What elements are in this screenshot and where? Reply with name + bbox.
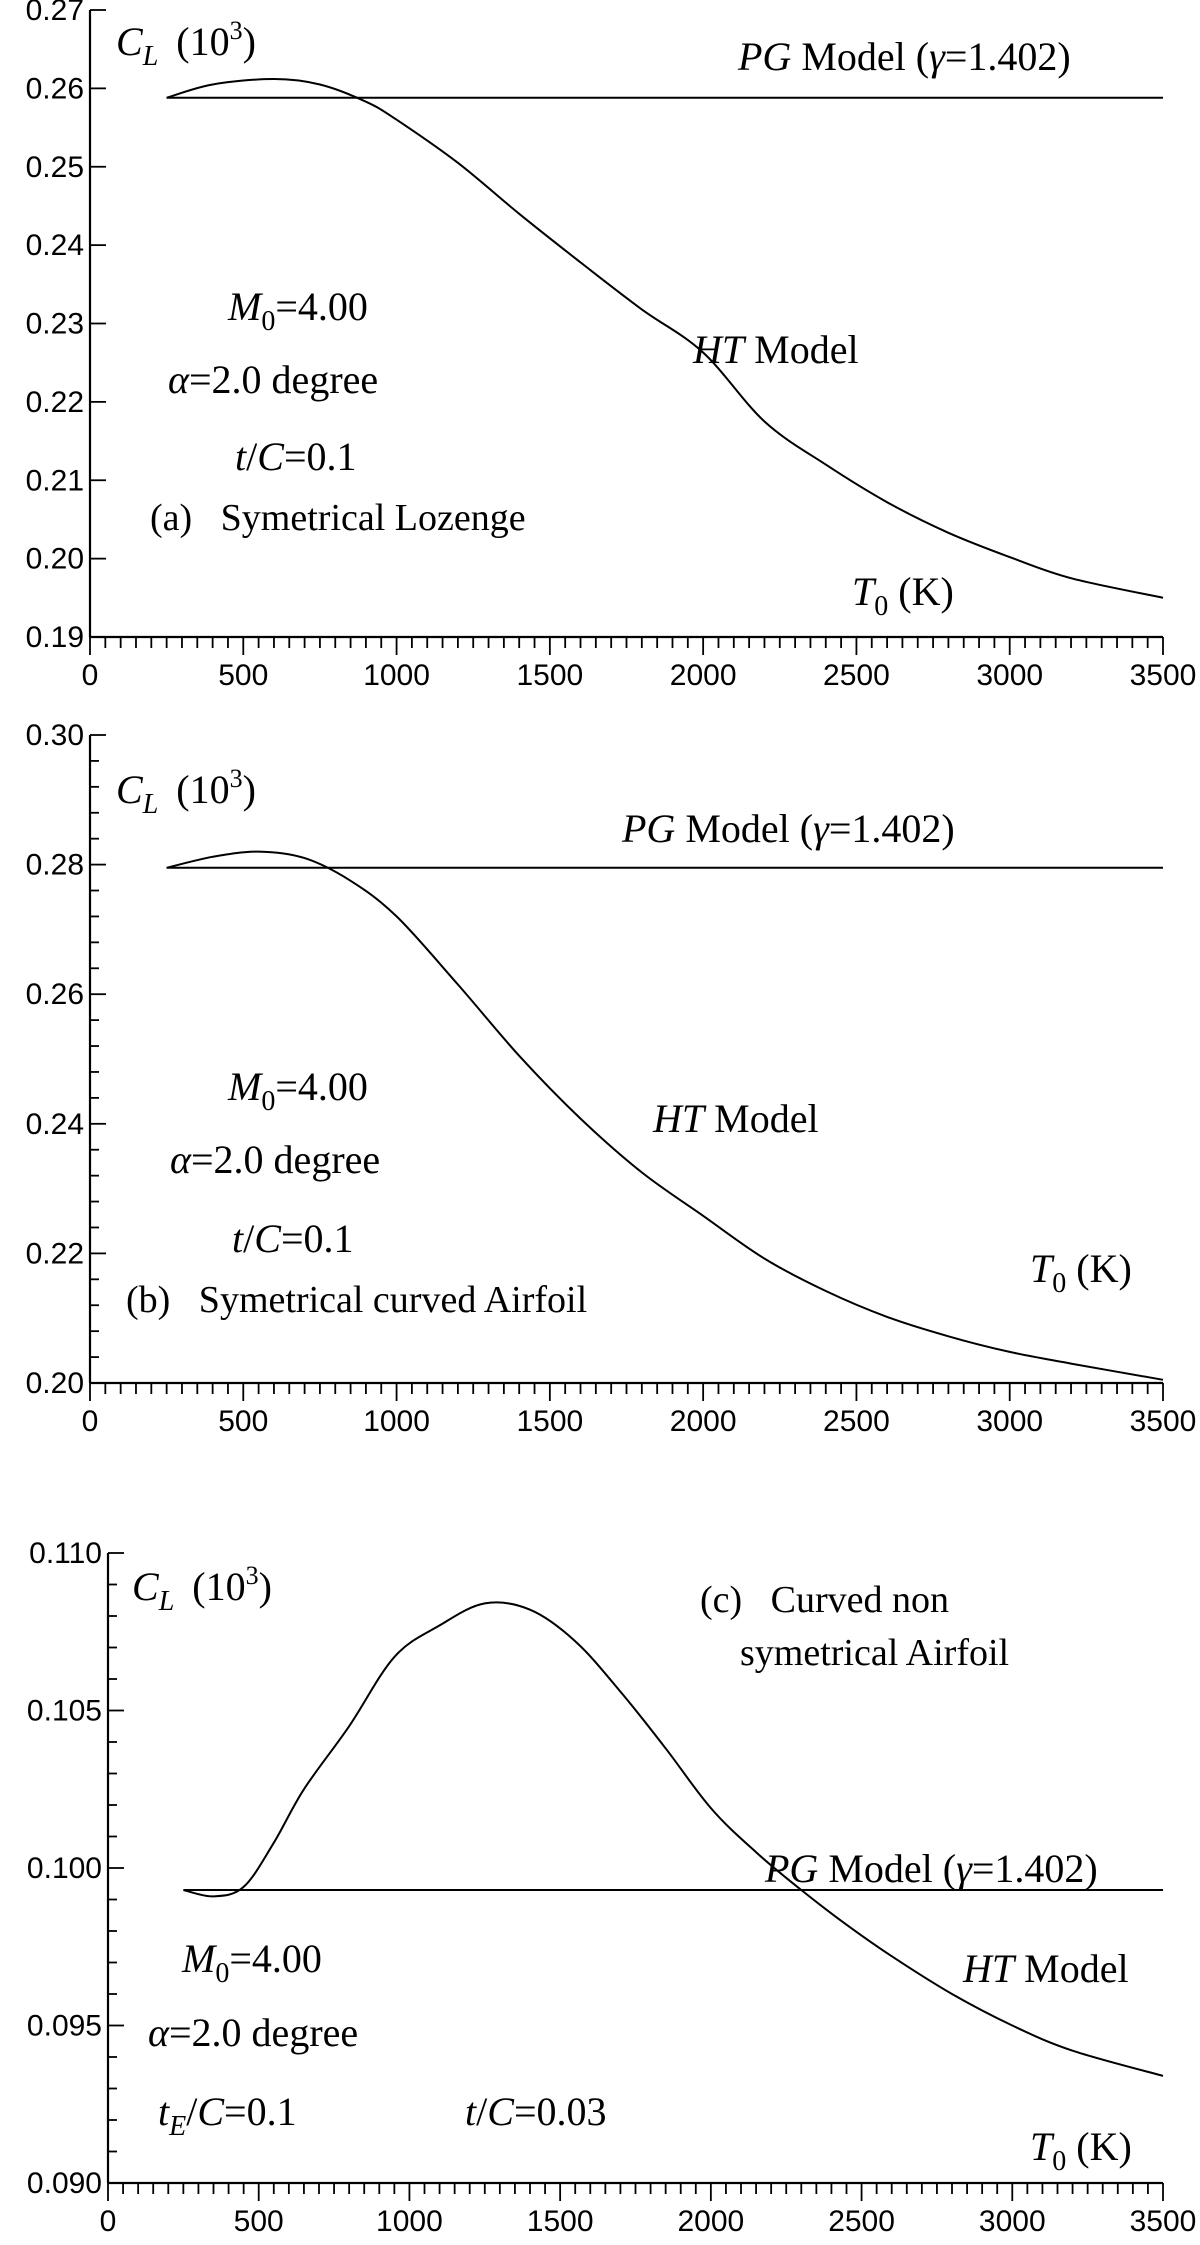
panel-b-y-axis-label: CL (103) [116, 764, 256, 820]
panel-c-caption-line2: symetrical Airfoil [740, 1632, 1009, 1674]
panel-c-x-axis-label: T0 (K) [1030, 2124, 1132, 2177]
panel-b-x-tick-label: 1500 [516, 1405, 583, 1438]
panel-a-mach-label: M0=4.00 [227, 284, 368, 337]
panel-a-x-tick-label: 2500 [823, 659, 890, 692]
panel-a-x-tick-label: 3000 [976, 659, 1043, 692]
panel-b-x-axis-label: T0 (K) [1030, 1246, 1132, 1299]
panel-a-ht-model-curve [166, 77, 1164, 599]
panel-c-x-tick-label: 2500 [828, 2205, 895, 2238]
panel-b-ht-label: HT Model [652, 1096, 819, 1141]
panel-a-y-tick-label: 0.19 [26, 621, 84, 654]
panel-a-y-tick-label: 0.27 [26, 0, 84, 27]
panel-c-x-tick-label: 0 [100, 2205, 117, 2238]
panel-b-ht-model-curve [166, 850, 1164, 1381]
panel-a-x-axis-label: T0 (K) [852, 569, 954, 622]
panel-b-thickness-label: t/C=0.1 [232, 1216, 354, 1261]
panel-b: 0 500 1000 1500 2000 2500 3000 3500 0.20 0.22 0.24… [26, 719, 1197, 1438]
panel-a-pg-label: PG Model (γ=1.402) [737, 34, 1071, 79]
panel-b-x-tick-label: 2500 [823, 1405, 890, 1438]
panel-a-x-tick-label: 1500 [516, 659, 583, 692]
panel-b-x-tick-label: 3000 [976, 1405, 1043, 1438]
panel-a-y-tick-label: 0.26 [26, 72, 84, 105]
panel-a-axes: 0 500 1000 1500 2000 2500 3000 3500 0.19 0.20 0.21… [26, 0, 1197, 692]
panel-b-y-tick-label: 0.30 [26, 719, 84, 752]
panel-a-x-tick-label: 0 [82, 659, 99, 692]
panel-c-ht-model-curve [183, 1601, 1164, 2077]
panel-c-edge-thickness-label: tE/C=0.1 [158, 2089, 297, 2142]
panel-a-y-tick-label: 0.25 [26, 151, 84, 184]
panel-c: 0 500 1000 1500 2000 2500 3000 3500 0.090 0.095 0.… [27, 1537, 1196, 2238]
panel-a-y-tick-label: 0.22 [26, 386, 84, 419]
panel-b-x-tick-label: 2000 [670, 1405, 737, 1438]
panel-a-y-tick-label: 0.21 [26, 464, 84, 497]
panel-b-y-tick-label: 0.20 [26, 1367, 84, 1400]
panel-a-y-tick-label: 0.20 [26, 543, 84, 576]
panel-c-x-tick-label: 2000 [677, 2205, 744, 2238]
panel-c-axes: 0 500 1000 1500 2000 2500 3000 3500 0.090 0.095 0.… [27, 1537, 1196, 2238]
panel-b-y-tick-label: 0.26 [26, 978, 84, 1011]
panel-b-y-tick-label: 0.24 [26, 1108, 84, 1141]
panel-c-x-tick-label: 1500 [527, 2205, 594, 2238]
panel-c-y-tick-label: 0.105 [27, 1695, 102, 1728]
panel-c-curves [183, 1601, 1164, 2077]
panel-c-thickness-label: t/C=0.03 [465, 2089, 607, 2134]
panel-b-caption: (b) Symetrical curved Airfoil [126, 1279, 587, 1321]
panel-b-axes: 0 500 1000 1500 2000 2500 3000 3500 0.20 0.22 0.24… [26, 719, 1197, 1438]
panel-a-x-tick-label: 500 [218, 659, 268, 692]
panel-c-y-tick-label: 0.110 [29, 1537, 102, 1570]
panel-b-curves [166, 850, 1164, 1381]
panel-a-y-axis-label: CL (103) [116, 16, 256, 72]
panel-c-alpha-label: α=2.0 degree [148, 2010, 358, 2055]
panel-a: 0 500 1000 1500 2000 2500 3000 3500 0.19 0.20 0.21… [26, 0, 1197, 692]
panel-a-caption: (a) Symetrical Lozenge [150, 497, 526, 539]
panel-a-x-tick-label: 1000 [363, 659, 430, 692]
panel-a-x-tick-label: 3500 [1130, 659, 1197, 692]
panel-a-ht-label: HT Model [692, 327, 859, 372]
panel-b-alpha-label: α=2.0 degree [170, 1137, 380, 1182]
panel-c-x-tick-label: 1000 [376, 2205, 443, 2238]
panel-b-pg-label: PG Model (γ=1.402) [621, 806, 955, 851]
panel-c-y-tick-label: 0.090 [27, 2167, 102, 2200]
panel-b-x-tick-label: 500 [218, 1405, 268, 1438]
panel-c-x-tick-label: 3000 [979, 2205, 1046, 2238]
panel-c-x-tick-label: 500 [234, 2205, 284, 2238]
panel-b-y-tick-label: 0.28 [26, 849, 84, 882]
panel-a-y-tick-label: 0.24 [26, 229, 84, 262]
panel-b-mach-label: M0=4.00 [227, 1064, 368, 1117]
panel-a-thickness-label: t/C=0.1 [235, 434, 357, 479]
panel-a-alpha-label: α=2.0 degree [168, 357, 378, 402]
panel-a-x-tick-label: 2000 [670, 659, 737, 692]
panel-b-x-tick-label: 0 [82, 1405, 99, 1438]
panel-b-x-tick-label: 1000 [363, 1405, 430, 1438]
panel-c-y-tick-label: 0.095 [27, 2010, 102, 2043]
panel-b-y-tick-label: 0.22 [26, 1237, 84, 1270]
panel-c-x-tick-label: 3500 [1130, 2205, 1197, 2238]
panel-b-x-tick-label: 3500 [1130, 1405, 1197, 1438]
panel-a-y-tick-label: 0.23 [26, 308, 84, 341]
panel-c-pg-label: PG Model (γ=1.402) [764, 1846, 1098, 1891]
panel-c-y-tick-label: 0.100 [27, 1852, 102, 1885]
panel-c-mach-label: M0=4.00 [181, 1936, 322, 1989]
panel-c-caption-line1: (c) Curved non [700, 1579, 949, 1621]
panel-c-y-axis-label: CL (103) [132, 1561, 272, 1617]
panel-a-curves [166, 77, 1164, 599]
panel-c-ht-label: HT Model [962, 1946, 1129, 1991]
